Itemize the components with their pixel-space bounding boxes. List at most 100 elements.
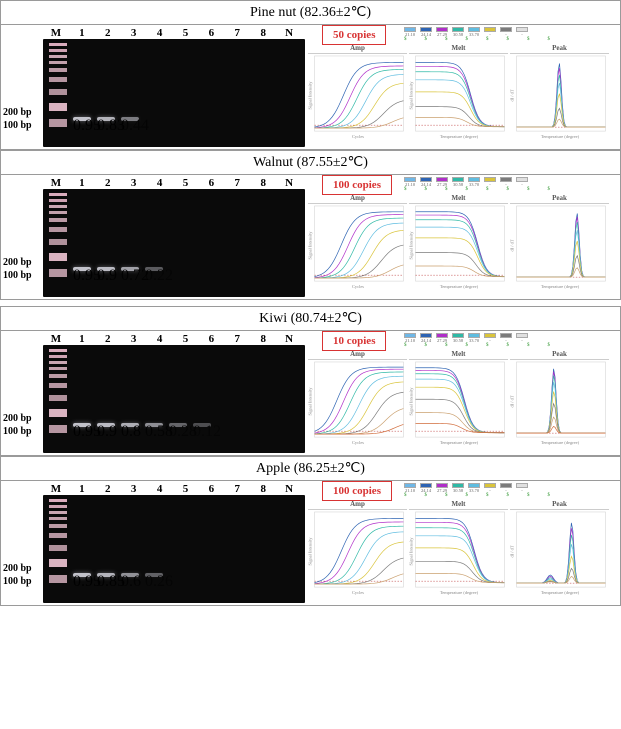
mini-chart-title: Melt bbox=[409, 44, 508, 52]
scale-label-lower: 100 bp bbox=[3, 120, 32, 131]
legend-chip: - bbox=[516, 333, 528, 343]
legend-chip: 24.14 bbox=[420, 177, 432, 187]
gel-band: 0.22 bbox=[145, 267, 163, 271]
lane-label: 4 bbox=[147, 177, 173, 189]
axis-x-label: Cycles bbox=[352, 134, 364, 139]
legend-mark: $ bbox=[507, 493, 510, 498]
gel-band: 0.72 bbox=[121, 267, 139, 271]
chart-trio: AmpCyclesSignal IntensityMeltTemperature… bbox=[308, 44, 613, 140]
charts-region: 100 copies21.1024.1427.2930.5833.70---$$… bbox=[308, 483, 613, 603]
lane-label: 6 bbox=[198, 177, 224, 189]
chart-trio: AmpCyclesSignal IntensityMeltTemperature… bbox=[308, 194, 613, 290]
legend-mark: $ bbox=[548, 493, 551, 498]
legend-label: 33.70 bbox=[469, 32, 479, 37]
axis-x-label: Temperature (degree) bbox=[541, 590, 580, 595]
legend-mark: $ bbox=[548, 37, 551, 42]
lane-label: 1 bbox=[69, 333, 95, 345]
mini-chart-title: Amp bbox=[308, 350, 407, 358]
legend-chip: 27.29 bbox=[436, 333, 448, 343]
legend-chip: 24.14 bbox=[420, 27, 432, 37]
gel-image-region: M12345678N0.950.830.44200 bp100 bp bbox=[3, 27, 306, 147]
gel-image-region: M12345678N0.950.90.720.22200 bp100 bp bbox=[3, 177, 306, 297]
lane-label: M bbox=[43, 333, 69, 345]
scale-label-upper: 200 bp bbox=[3, 563, 32, 574]
scale-label-upper: 200 bp bbox=[3, 257, 32, 268]
legend-chip: - bbox=[516, 177, 528, 187]
gel-ladder bbox=[49, 349, 67, 449]
mini-chart-svg: CyclesSignal Intensity bbox=[308, 359, 407, 445]
axis-y-label: Signal Intensity bbox=[308, 81, 313, 110]
axis-x-label: Temperature (degree) bbox=[541, 134, 580, 139]
axis-x-label: Temperature (degree) bbox=[541, 440, 580, 445]
legend-chip: 33.70 bbox=[468, 483, 480, 493]
lane-label: 5 bbox=[173, 27, 199, 39]
legend-chip: 30.58 bbox=[452, 483, 464, 493]
lane-labels-row: M12345678N bbox=[3, 27, 306, 39]
mini-chart-title: Amp bbox=[308, 194, 407, 202]
lane-label: 2 bbox=[95, 27, 121, 39]
gel-band: 0.83 bbox=[97, 117, 115, 121]
mini-chart-title: Melt bbox=[409, 350, 508, 358]
legend-mark: $ bbox=[527, 187, 530, 192]
axis-x-label: Cycles bbox=[352, 590, 364, 595]
mini-chart-svg: Temperature (degree)Signal Intensity bbox=[409, 359, 508, 445]
legend-mark: $ bbox=[486, 37, 489, 42]
legend-label: - bbox=[489, 338, 491, 343]
legend-label: - bbox=[489, 488, 491, 493]
mini-chart-svg: CyclesSignal Intensity bbox=[308, 509, 407, 595]
gel-band: 0.26 bbox=[145, 573, 163, 577]
mini-chart-svg: Temperature (degree)Signal Intensity bbox=[409, 53, 508, 139]
mini-chart-amp: AmpCyclesSignal Intensity bbox=[308, 194, 407, 290]
axis-y-label: dI / dT bbox=[510, 395, 515, 407]
lane-label: 8 bbox=[250, 483, 276, 495]
mini-chart-svg: CyclesSignal Intensity bbox=[308, 203, 407, 289]
axis-y-label: dI / dT bbox=[510, 89, 515, 101]
scale-label-upper: 200 bp bbox=[3, 107, 32, 118]
axis-x-label: Temperature (degree) bbox=[440, 440, 479, 445]
lane-label: N bbox=[276, 27, 302, 39]
gel-band: 0.6 bbox=[121, 573, 139, 577]
mini-chart-svg: Temperature (degree) dI / dT bbox=[510, 53, 609, 139]
legend-mark: $ bbox=[486, 493, 489, 498]
axis-y-label: dI / dT bbox=[510, 239, 515, 251]
lane-label: N bbox=[276, 177, 302, 189]
gel-band: 0.9 bbox=[97, 423, 115, 427]
legend-chip: 27.29 bbox=[436, 177, 448, 187]
lane-label: 7 bbox=[224, 333, 250, 345]
lane-label: 5 bbox=[173, 177, 199, 189]
panel-body: M12345678N0.950.90.720.22200 bp100 bp100… bbox=[1, 175, 620, 299]
axis-y-label: Signal Intensity bbox=[409, 81, 414, 110]
legend-chip: 33.70 bbox=[468, 333, 480, 343]
legend-label: - bbox=[489, 182, 491, 187]
gel-band: 0.95 bbox=[73, 267, 91, 271]
gel-ladder bbox=[49, 43, 67, 143]
lane-labels-row: M12345678N bbox=[3, 177, 306, 189]
lane-label: 8 bbox=[250, 27, 276, 39]
gel-band: 0.85 bbox=[97, 573, 115, 577]
legend-chip: - bbox=[500, 333, 512, 343]
mini-chart-amp: AmpCyclesSignal Intensity bbox=[308, 44, 407, 140]
lane-label: 3 bbox=[121, 483, 147, 495]
lane-label: 4 bbox=[147, 333, 173, 345]
gel-band: 0.12 bbox=[193, 423, 211, 427]
legend-mark: $ bbox=[425, 37, 428, 42]
lane-label: M bbox=[43, 27, 69, 39]
legend-chip: 30.58 bbox=[452, 333, 464, 343]
lane-labels-row: M12345678N bbox=[3, 333, 306, 345]
gel-dark-background: 0.950.830.44 bbox=[43, 39, 305, 147]
gel-dark-background: 0.950.90.720.22 bbox=[43, 189, 305, 297]
panel-apple: Apple (86.25±2℃)M12345678N0.950.850.60.2… bbox=[0, 456, 621, 606]
lane-label: 8 bbox=[250, 177, 276, 189]
legend-chip: 30.58 bbox=[452, 177, 464, 187]
legend-label: 33.70 bbox=[469, 488, 479, 493]
gel-ladder bbox=[49, 193, 67, 293]
lane-label: 6 bbox=[198, 27, 224, 39]
axis-y-label: Signal Intensity bbox=[409, 537, 414, 566]
mini-chart-title: Amp bbox=[308, 500, 407, 508]
mini-chart-title: Melt bbox=[409, 194, 508, 202]
gel-dark-background: 0.950.90.80.580.280.12 bbox=[43, 345, 305, 453]
gel-band: 0.95 bbox=[73, 117, 91, 121]
panel-pine: Pine nut (82.36±2℃)M12345678N0.950.830.4… bbox=[0, 0, 621, 150]
mini-chart-title: Peak bbox=[510, 350, 609, 358]
legend-mark: $ bbox=[404, 493, 407, 498]
